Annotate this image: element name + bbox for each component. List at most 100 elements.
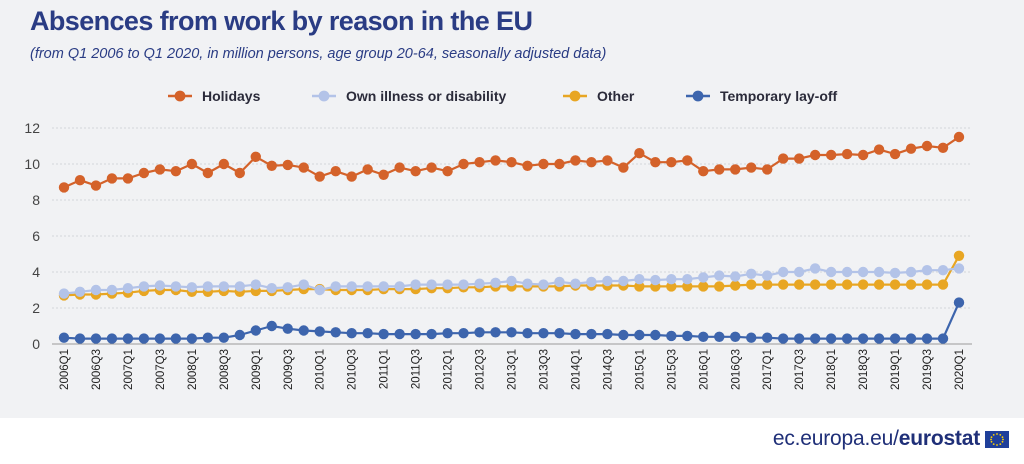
data-point — [378, 328, 389, 340]
x-tick-label: 2019Q3 — [922, 349, 934, 390]
x-tick-label: 2012Q3 — [475, 349, 487, 390]
data-point — [746, 162, 757, 173]
y-tick-label: 12 — [24, 120, 40, 136]
data-point — [218, 281, 230, 292]
data-point — [825, 333, 837, 344]
legend-label: Holidays — [202, 88, 261, 104]
data-point — [586, 276, 597, 288]
data-point — [106, 173, 118, 184]
data-point — [282, 323, 293, 334]
data-point — [362, 328, 373, 339]
series-temporary-lay-off — [58, 297, 965, 344]
data-point — [522, 278, 533, 289]
footer-brand: eurostat — [898, 427, 980, 450]
legend-item: Other — [563, 88, 635, 104]
data-point — [282, 159, 293, 171]
data-point — [602, 275, 613, 287]
data-point — [186, 158, 198, 170]
data-point — [362, 164, 373, 175]
data-point — [426, 328, 437, 340]
data-point — [762, 270, 773, 281]
data-point — [202, 332, 214, 343]
data-point — [298, 279, 309, 290]
data-point — [538, 158, 549, 170]
legend-item: Temporary lay-off — [686, 88, 838, 104]
data-point — [346, 281, 357, 292]
x-tick-label: 2015Q3 — [666, 349, 678, 390]
chart-title: Absences from work by reason in the EU — [30, 6, 533, 36]
data-point — [857, 333, 869, 344]
chart-subtitle: (from Q1 2006 to Q1 2020, in million per… — [30, 46, 607, 62]
data-point — [506, 157, 517, 168]
data-point — [953, 250, 965, 261]
data-point — [202, 281, 214, 292]
x-tick-label: 2009Q3 — [283, 349, 295, 390]
data-point — [746, 332, 757, 343]
data-point — [682, 155, 693, 166]
data-point — [122, 283, 134, 294]
data-point — [170, 333, 182, 344]
data-point — [538, 328, 549, 339]
x-tick-label: 2014Q1 — [570, 349, 582, 390]
data-point — [170, 281, 182, 292]
data-point — [330, 327, 341, 338]
x-tick-label: 2019Q1 — [890, 349, 902, 390]
data-point — [889, 267, 901, 279]
data-point — [602, 155, 613, 166]
data-point — [506, 327, 517, 338]
data-point — [921, 279, 933, 290]
x-tick-label: 2011Q1 — [379, 349, 391, 389]
legend-label: Temporary lay-off — [720, 88, 838, 104]
data-point — [458, 279, 469, 290]
data-point — [714, 331, 725, 342]
data-point — [58, 182, 70, 193]
data-point — [90, 180, 102, 191]
data-point — [266, 283, 277, 294]
x-tick-label: 2006Q3 — [91, 349, 103, 390]
data-point — [250, 325, 261, 336]
x-tick-label: 2009Q1 — [251, 349, 263, 390]
data-point — [202, 167, 214, 179]
data-point — [410, 328, 421, 340]
data-point — [666, 157, 677, 168]
data-point — [218, 158, 230, 170]
data-point — [394, 328, 405, 340]
data-point — [602, 328, 613, 340]
x-tick-label: 2008Q3 — [219, 349, 231, 390]
data-point — [314, 171, 325, 182]
data-point — [857, 266, 869, 278]
series-group — [58, 131, 965, 344]
footer-source[interactable]: ec.europa.eu/eurostat — [773, 427, 980, 451]
data-point — [746, 279, 757, 290]
data-point — [698, 166, 709, 177]
data-point — [889, 279, 901, 290]
data-point — [762, 332, 773, 343]
data-point — [266, 160, 277, 171]
data-point — [762, 164, 773, 175]
data-point — [618, 275, 629, 287]
data-point — [554, 328, 565, 339]
data-point — [650, 157, 661, 168]
data-point — [474, 327, 485, 338]
x-tick-label: 2007Q3 — [155, 349, 167, 390]
data-point — [937, 265, 949, 276]
data-point — [634, 281, 645, 292]
y-tick-label: 4 — [32, 264, 40, 280]
y-tick-label: 8 — [32, 192, 40, 208]
x-tick-label: 2007Q1 — [123, 349, 135, 390]
data-point — [618, 329, 629, 341]
data-point — [586, 328, 597, 340]
data-point — [889, 148, 901, 160]
legend-item: Holidays — [168, 88, 261, 104]
data-point — [138, 281, 150, 292]
data-point — [74, 286, 86, 297]
data-point — [905, 143, 917, 154]
x-tick-label: 2017Q3 — [794, 349, 806, 390]
x-tick-label: 2008Q1 — [187, 349, 199, 390]
data-point — [74, 175, 86, 186]
data-point — [650, 274, 661, 286]
data-point — [234, 281, 246, 292]
data-point — [714, 270, 725, 281]
x-tick-label: 2012Q1 — [443, 349, 455, 390]
x-tick-label: 2006Q1 — [59, 349, 71, 390]
